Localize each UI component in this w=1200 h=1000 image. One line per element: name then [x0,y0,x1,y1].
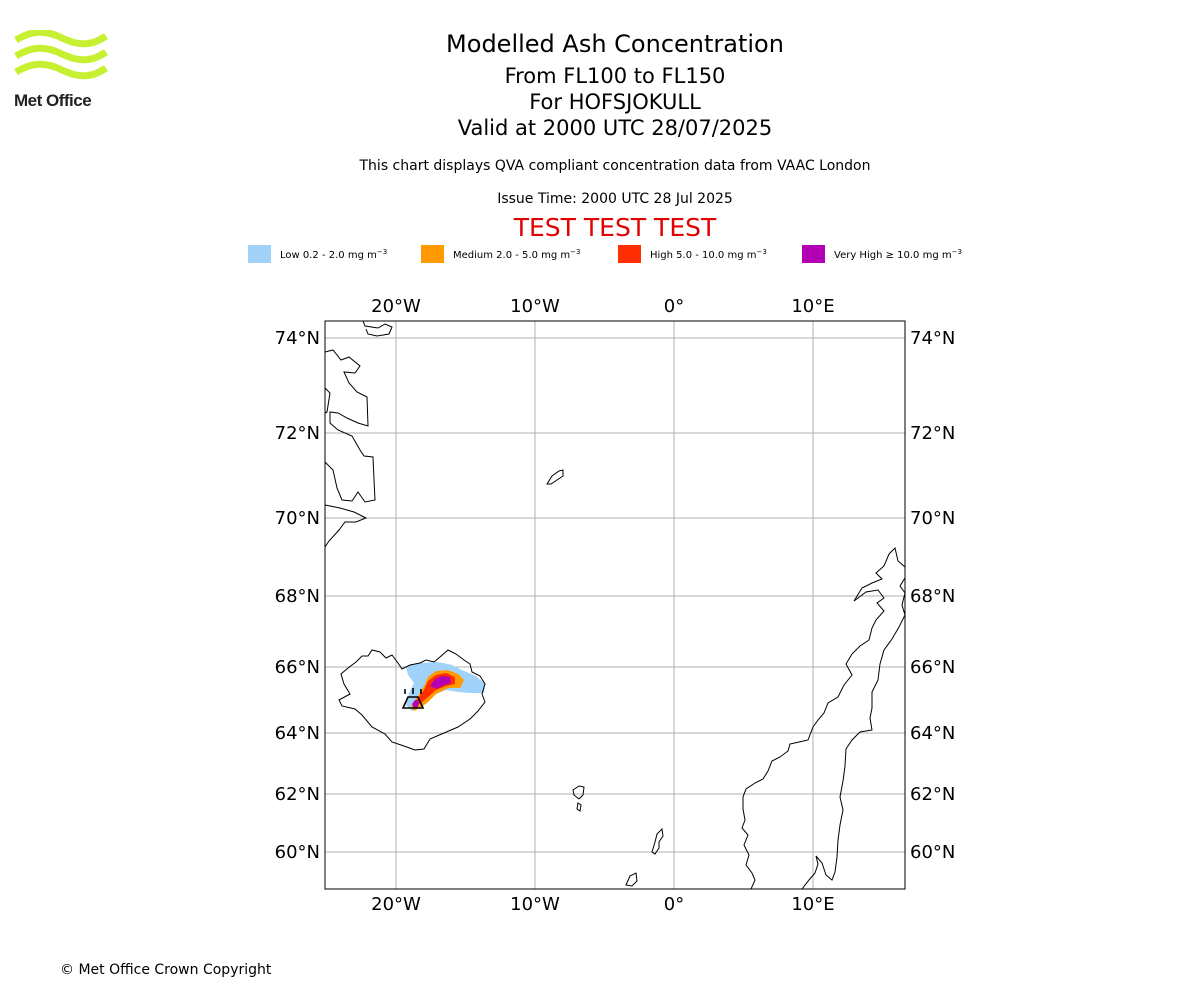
legend-item-low: Low 0.2 - 2.0 mg m−3 [248,244,387,264]
volcano-marker-icon [401,688,425,709]
tick-bottom-10w: 10°W [510,894,560,915]
tick-left-68n: 68°N [275,586,320,607]
tick-left-64n: 64°N [275,723,320,744]
tick-right-72n: 72°N [910,423,955,444]
tick-right-60n: 60°N [910,842,955,863]
chart-title: Modelled Ash Concentration [446,30,784,58]
tick-bottom-20w: 20°W [371,894,421,915]
tick-left-62n: 62°N [275,784,320,805]
flight-level-range: From FL100 to FL150 [504,64,726,88]
map-gridlines [325,321,905,889]
legend-item-high: High 5.0 - 10.0 mg m−3 [618,244,767,264]
tick-left-74n: 74°N [275,328,320,349]
tick-top-0: 0° [664,296,684,317]
tick-left-66n: 66°N [275,657,320,678]
copyright-notice: © Met Office Crown Copyright [60,962,272,978]
tick-top-10w: 10°W [510,296,560,317]
coastline-iceland [338,649,486,751]
coastline-orkney [625,872,638,887]
coastline-greenland [324,320,393,548]
legend-swatch-high [618,245,641,263]
legend-label-very-high: Very High ≥ 10.0 mg m [834,249,952,261]
legend-label-low: Low 0.2 - 2.0 mg m [280,249,377,261]
legend-swatch-medium [421,245,444,263]
tick-right-68n: 68°N [910,586,955,607]
legend-swatch-low [248,245,271,263]
legend-item-very-high: Very High ≥ 10.0 mg m−3 [802,244,962,264]
ash-contours [406,662,485,711]
volcano-name: For HOFSJOKULL [529,90,701,114]
tick-right-74n: 74°N [910,328,955,349]
coastline-norway [741,547,906,890]
test-banner: TEST TEST TEST [513,213,717,242]
legend-item-medium: Medium 2.0 - 5.0 mg m−3 [421,244,580,264]
issue-time: Issue Time: 2000 UTC 28 Jul 2025 [497,191,733,207]
map-frame [324,320,906,890]
tick-top-10e: 10°E [791,296,834,317]
tick-bottom-10e: 10°E [791,894,834,915]
coastline-jan-mayen [546,469,564,485]
ash-contour-very-high [430,676,451,689]
tick-left-60n: 60°N [275,842,320,863]
tick-right-70n: 70°N [910,508,955,529]
valid-time: Valid at 2000 UTC 28/07/2025 [457,116,773,140]
chart-description: This chart displays QVA compliant concen… [359,158,871,174]
legend-label-medium: Medium 2.0 - 5.0 mg m [453,249,571,261]
ash-contour-very-high-source [412,700,419,708]
met-office-logo-icon [14,30,109,80]
tick-bottom-0: 0° [664,894,684,915]
coastline-faroe-islands [572,785,585,812]
tick-top-20w: 20°W [371,296,421,317]
legend-swatch-very-high [802,245,825,263]
coastline-shetland [651,827,664,855]
tick-left-70n: 70°N [275,508,320,529]
tick-right-62n: 62°N [910,784,955,805]
legend-label-high: High 5.0 - 10.0 mg m [650,249,757,261]
met-office-logo-text: Met Office [14,91,92,110]
tick-right-64n: 64°N [910,723,955,744]
tick-right-66n: 66°N [910,657,955,678]
tick-left-72n: 72°N [275,423,320,444]
